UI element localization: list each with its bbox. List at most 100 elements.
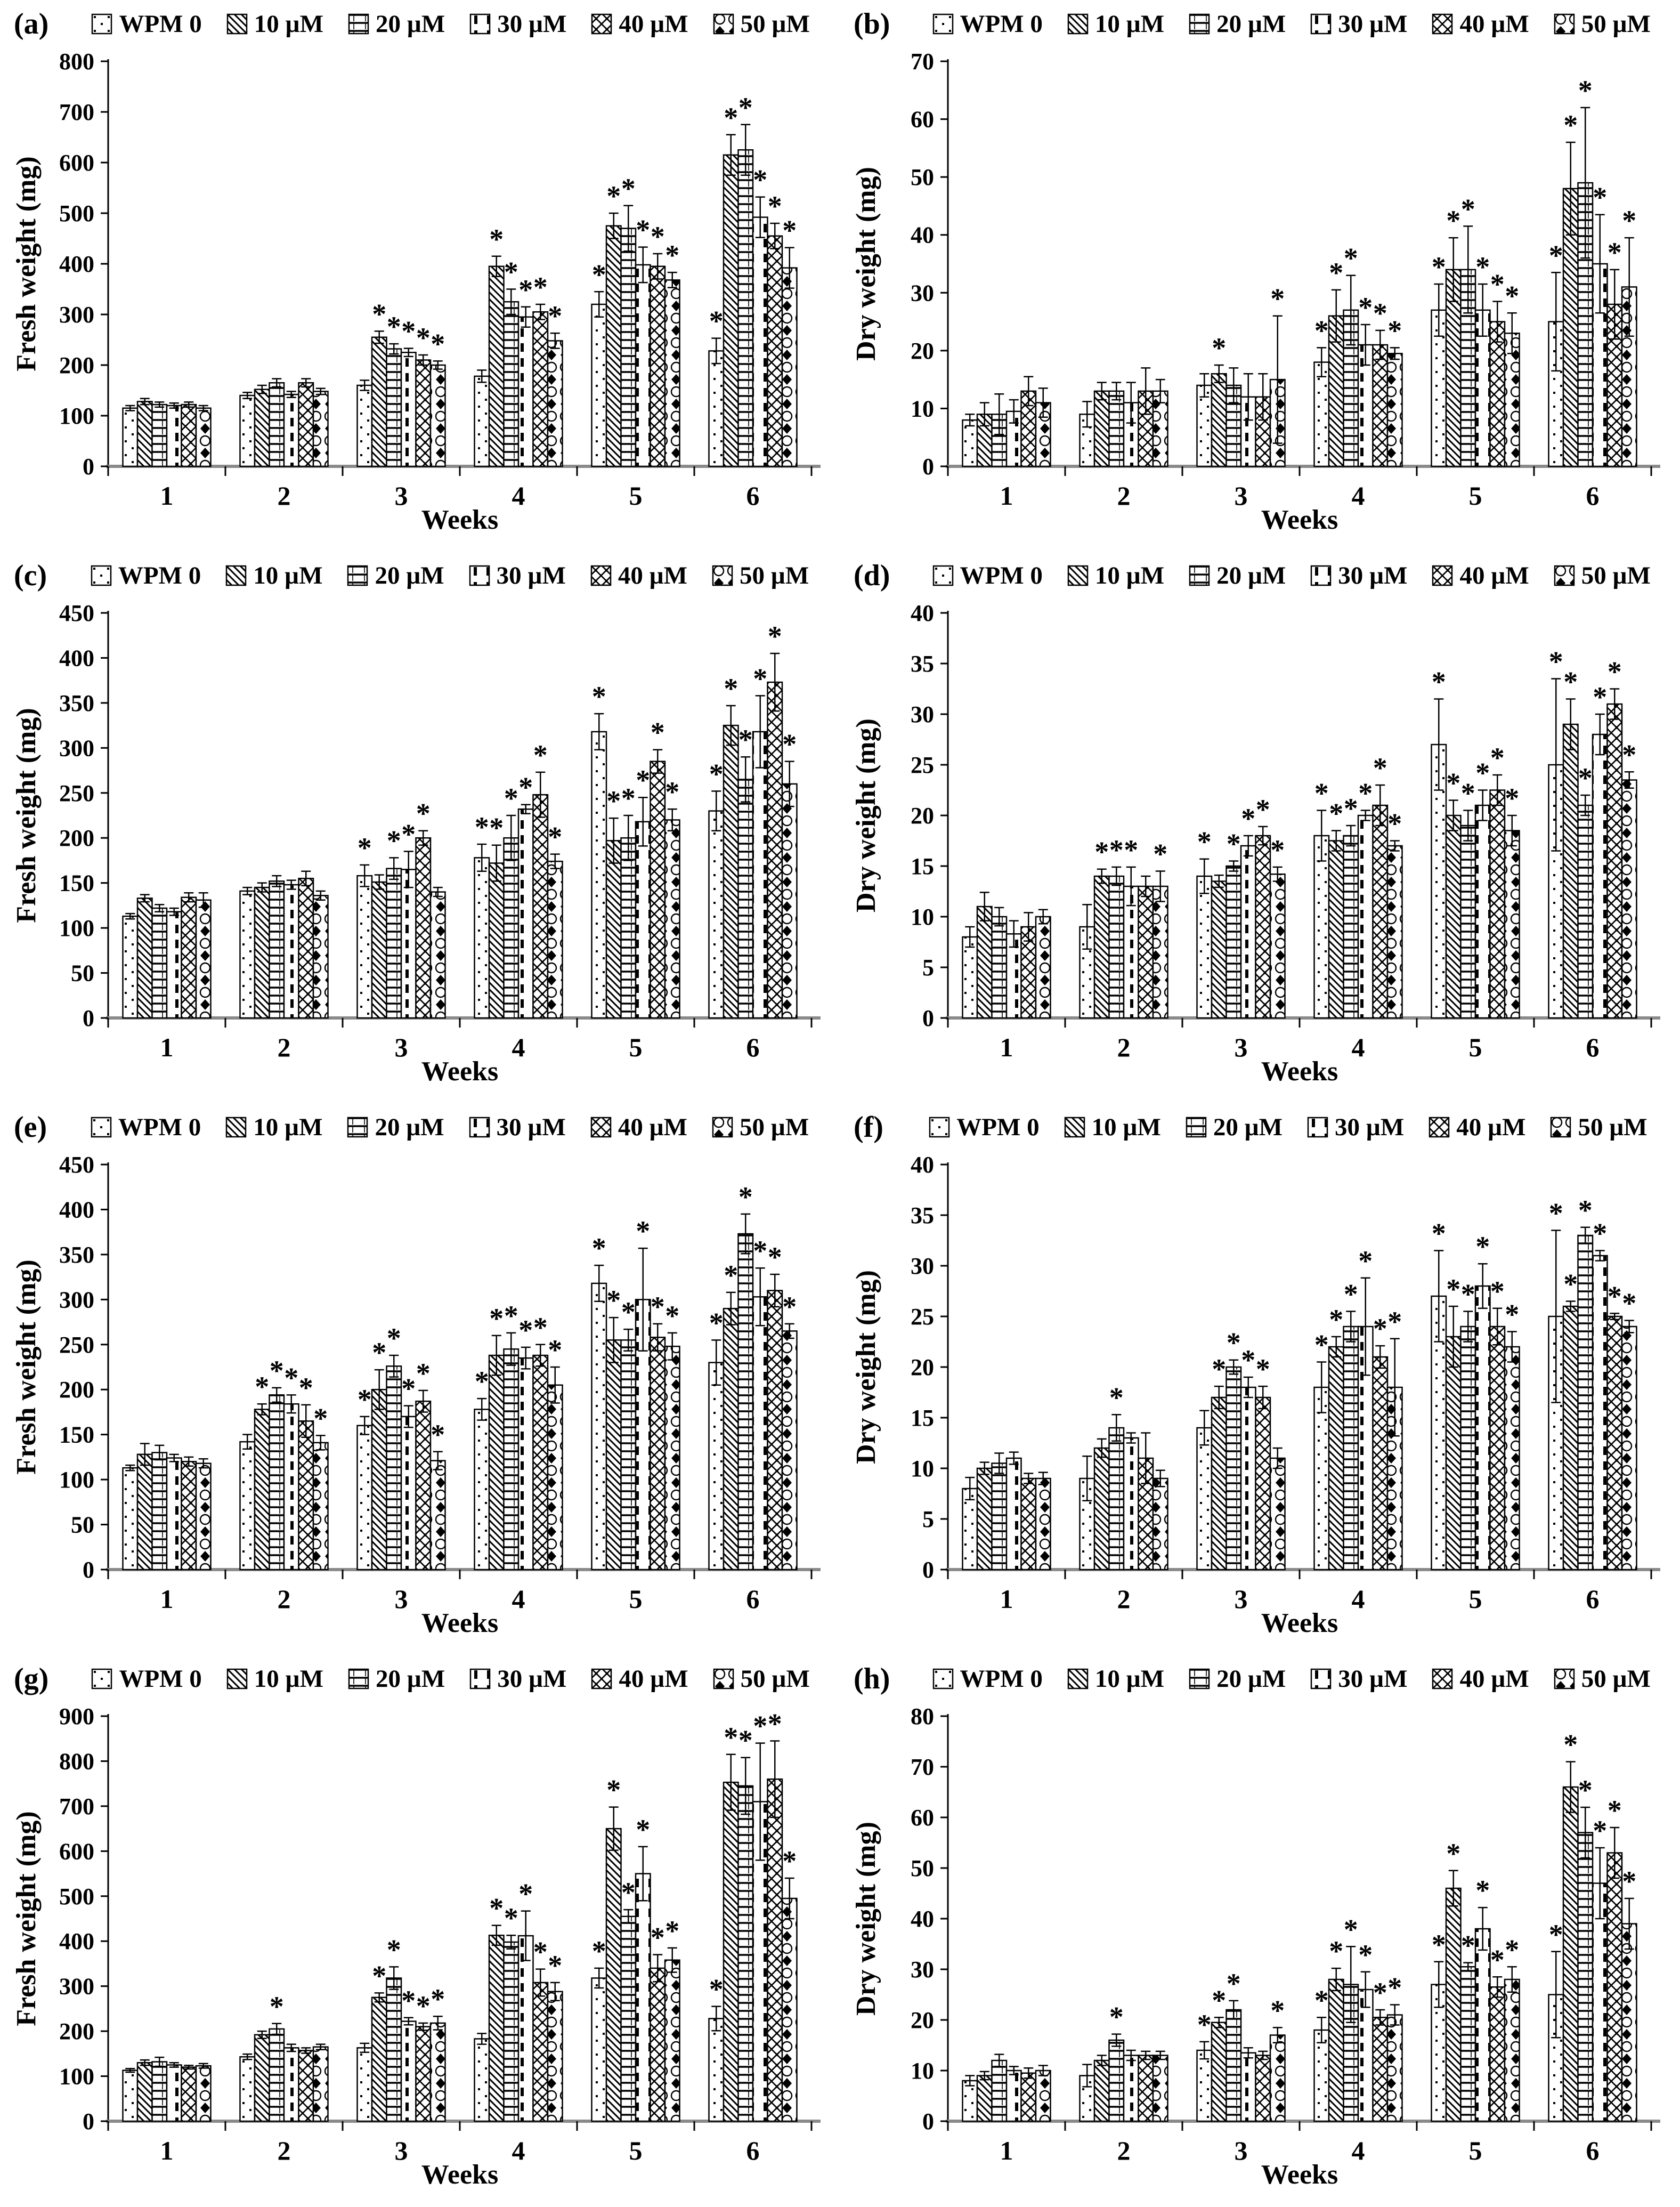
legend-label: WPM 0 xyxy=(960,562,1043,589)
legend-item-diamond: 50 µM xyxy=(713,10,810,38)
error-bar xyxy=(1082,2064,1092,2088)
significance-star: * xyxy=(1475,1874,1490,1906)
error-bar xyxy=(1551,678,1561,852)
significance-star: * xyxy=(709,305,724,337)
week-tick-label: 5 xyxy=(1469,481,1482,511)
significance-star: * xyxy=(665,1300,679,1332)
bar-week3-diag xyxy=(371,1996,387,2122)
bar-week2-diamond xyxy=(1152,390,1168,467)
error-bar xyxy=(403,851,413,888)
bar-week4-dots xyxy=(474,2038,490,2122)
week-tick-label: 5 xyxy=(629,2136,643,2165)
legend-label: 30 µM xyxy=(1338,10,1408,38)
legend-label: 50 µM xyxy=(740,562,809,589)
error-bar xyxy=(155,2056,165,2067)
error-bar xyxy=(1229,2000,1239,2020)
legend-label: 10 µM xyxy=(253,1113,323,1141)
legend-swatch-cross-icon xyxy=(1432,1668,1453,1689)
error-bar xyxy=(1507,1966,1517,1993)
error-bar xyxy=(140,398,150,406)
bar-week4-dots xyxy=(1313,1386,1330,1571)
error-bar xyxy=(1595,1847,1605,1920)
significance-star: * xyxy=(636,214,650,246)
significance-star: * xyxy=(533,739,548,771)
significance-star: * xyxy=(1109,834,1124,866)
legend: WPM 0 10 µM 20 µM 30 µM 40 µM 50 µM xyxy=(67,1664,834,1693)
error-bar xyxy=(638,796,648,847)
legend-swatch-cross-icon xyxy=(591,13,612,35)
significance-star: * xyxy=(724,1259,738,1291)
bar-week4-vdash xyxy=(517,316,534,467)
bar-week5-cross xyxy=(650,1967,666,2122)
bar-week4-diamond xyxy=(1386,845,1403,1019)
error-bar xyxy=(638,1247,648,1352)
significance-star: * xyxy=(1563,1268,1578,1300)
bar-week5-diamond xyxy=(1504,830,1520,1019)
bar-week6-cross xyxy=(1606,1852,1623,2122)
error-bar xyxy=(1243,373,1253,421)
error-bar xyxy=(1009,920,1019,948)
significance-star: * xyxy=(387,824,401,856)
significance-star: * xyxy=(1314,1984,1329,2016)
significance-star: * xyxy=(665,239,679,271)
y-tick-label: 60 xyxy=(911,107,934,133)
error-bar xyxy=(535,1968,546,1997)
bar-week3-diag xyxy=(1211,1396,1227,1571)
legend-label: 50 µM xyxy=(1578,1113,1647,1141)
bar-week3-diamond xyxy=(429,364,446,467)
error-bar xyxy=(1434,1250,1444,1343)
bar-week4-cross xyxy=(1372,1356,1389,1571)
error-bar xyxy=(1038,387,1048,418)
error-bar xyxy=(374,330,384,344)
y-tick-label: 450 xyxy=(59,1152,94,1178)
week-tick-label: 5 xyxy=(629,1584,643,1614)
y-axis-label: Fresh weight (mg) xyxy=(11,1811,42,2026)
bar-week1-dots xyxy=(122,1467,139,1571)
legend-item-hlines: 20 µM xyxy=(348,1664,445,1693)
error-bar xyxy=(1390,2004,1400,2026)
week-tick-label: 4 xyxy=(1352,481,1365,511)
bar-week2-diag xyxy=(254,886,270,1019)
error-bar xyxy=(741,1213,751,1255)
significance-star: * xyxy=(1314,314,1329,346)
error-bar xyxy=(755,1742,765,1861)
y-tick-label: 0 xyxy=(83,1557,94,1583)
error-bar xyxy=(1199,373,1210,398)
error-bar xyxy=(535,1344,546,1367)
significance-star: * xyxy=(1563,109,1578,141)
y-tick-label: 400 xyxy=(59,1197,94,1223)
bar-week6-diag xyxy=(723,154,739,467)
error-bar xyxy=(1595,214,1605,314)
bar-week2-vdash xyxy=(283,393,299,467)
significance-star: * xyxy=(1622,1288,1636,1320)
bar-week2-vdash xyxy=(1123,1437,1139,1571)
legend-label: 40 µM xyxy=(618,562,688,589)
error-bar xyxy=(272,2023,282,2035)
week-tick-label: 4 xyxy=(512,481,525,511)
bar-week2-cross xyxy=(1138,2055,1154,2122)
legend-label: 20 µM xyxy=(1216,10,1286,38)
bar-week5-hlines xyxy=(620,1915,637,2122)
legend-item-cross: 40 µM xyxy=(591,1664,688,1693)
bar-week6-hlines xyxy=(737,1785,754,2122)
bar-week6-diag xyxy=(1562,723,1579,1019)
error-bar xyxy=(301,2047,311,2054)
significance-star: * xyxy=(768,620,782,652)
error-bar xyxy=(594,1967,604,1989)
error-bar xyxy=(1009,1451,1019,1465)
bar-week2-hlines xyxy=(269,1394,285,1571)
significance-star: * xyxy=(1490,269,1505,301)
bar-week6-cross xyxy=(767,681,783,1019)
error-bar xyxy=(1097,868,1107,884)
error-bar xyxy=(1595,1250,1605,1262)
bar-week5-diamond xyxy=(664,819,680,1019)
error-bar xyxy=(477,1397,487,1421)
panel-letter: (a) xyxy=(14,7,49,41)
panel-header: (a) WPM 0 10 µM 20 µM 30 µM 40 µM 50 µM xyxy=(0,0,840,43)
legend-label: 40 µM xyxy=(1459,562,1529,589)
bar-week4-hlines xyxy=(503,837,520,1019)
error-bar xyxy=(1317,2017,1327,2043)
significance-star: * xyxy=(606,1774,621,1806)
error-bar xyxy=(155,1444,165,1461)
legend-item-diag: 10 µM xyxy=(225,561,322,590)
